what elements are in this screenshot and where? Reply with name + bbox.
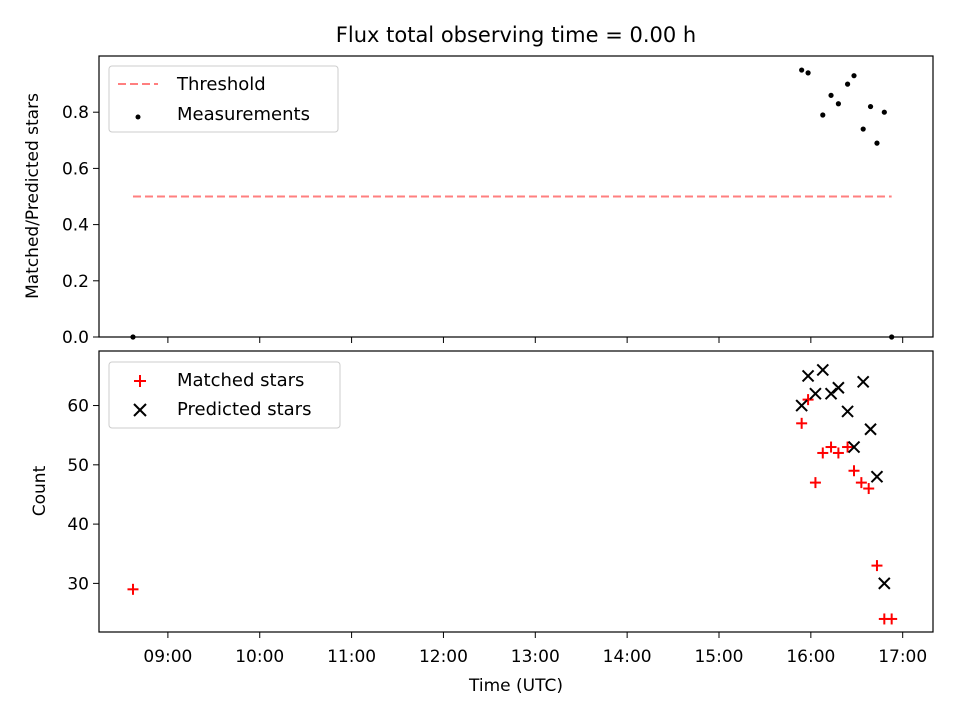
matched-star-point	[825, 441, 837, 453]
matched-star-point	[127, 583, 139, 595]
xtick-label: 12:00	[419, 647, 468, 667]
bottom-ytick-label: 50	[67, 456, 89, 476]
predicted-x-b	[795, 399, 808, 412]
predicted-star-point	[856, 375, 870, 389]
xtick-label: 10:00	[235, 647, 284, 667]
top-axes-frame	[98, 55, 934, 338]
measurement-point	[820, 112, 826, 118]
predicted-star-point	[864, 423, 877, 436]
predicted-star-point	[809, 387, 822, 400]
top-panel: 0.00.20.40.60.8 Matched/Predicted stars …	[23, 55, 934, 348]
measurement-point	[805, 70, 811, 76]
top-y-axis-label: Matched/Predicted stars	[23, 93, 43, 299]
predicted-star-point	[841, 405, 854, 418]
chart-title: Flux total observing time = 0.00 h	[336, 23, 696, 47]
top-ytick-label: 0.8	[62, 103, 89, 123]
predicted-x-b	[841, 405, 854, 418]
bottom-axes-frame	[98, 350, 934, 633]
matched-star-point	[832, 447, 844, 459]
predicted-star-point	[870, 470, 884, 483]
top-ytick-label: 0.2	[62, 272, 89, 292]
xtick-label: 11:00	[327, 647, 376, 667]
matched-star-point	[809, 477, 821, 489]
bottom-y-axis-label: Count	[30, 465, 50, 516]
bottom-ytick-label: 40	[67, 515, 89, 535]
legend-predicted-swatch	[133, 403, 147, 417]
predicted-x-b	[847, 440, 861, 454]
measurement-point	[881, 109, 887, 115]
predicted-star-point	[824, 387, 838, 400]
legend-measurements-label: Measurements	[177, 104, 310, 125]
legend-measurements-swatch	[135, 114, 141, 120]
predicted-star-point	[847, 440, 861, 454]
predicted-star-point	[878, 577, 891, 590]
matched-star-point	[848, 465, 860, 477]
matched-star-point	[871, 560, 883, 572]
top-legend: Threshold Measurements	[108, 65, 339, 133]
top-y-ticks: 0.0 0.2 0.4 0.6 0.8	[62, 103, 99, 348]
predicted-star-point	[795, 399, 808, 412]
top-ytick-label: 0.4	[62, 216, 89, 236]
predicted-star-point	[816, 363, 829, 377]
bottom-y-ticks: 30 40 50 60	[67, 397, 99, 594]
xtick-label: 14:00	[603, 647, 652, 667]
top-x-ticks	[167, 337, 904, 343]
bottom-legend: Matched stars Predicted stars	[108, 361, 341, 429]
predicted-x-b	[816, 363, 829, 377]
measurement-point	[835, 101, 841, 107]
matched-star-point	[855, 477, 867, 489]
predicted-x-b	[832, 381, 845, 394]
top-ytick-label: 0.0	[62, 328, 89, 348]
predicted-x-b	[870, 470, 884, 483]
xtick-label: 17:00	[878, 647, 927, 667]
predicted-star-point	[801, 369, 815, 383]
matched-star-point	[802, 394, 814, 406]
measurement-point	[828, 92, 834, 98]
legend-matched-label: Matched stars	[177, 370, 304, 391]
xtick-label: 09:00	[143, 647, 192, 667]
measurement-point	[867, 103, 874, 110]
predicted-x-b	[856, 375, 870, 389]
bottom-plot-area	[127, 363, 898, 625]
top-ytick-label: 0.6	[62, 159, 89, 179]
xtick-label: 15:00	[694, 647, 743, 667]
top-legend-box	[108, 65, 339, 133]
predicted-x-b	[824, 387, 838, 400]
measurement-point	[799, 67, 805, 73]
bottom-panel: 30 40 50 60 09:00 10:00 11:00 12:00 13:00 14:00 1…	[30, 350, 934, 696]
predicted-x-b	[878, 577, 891, 590]
predicted-star-point	[832, 381, 845, 394]
bottom-x-ticks: 09:00 10:00 11:00 12:00 13:00 14:00 15:00 16:00…	[143, 632, 927, 667]
measurement-point	[851, 73, 857, 79]
bottom-ytick-label: 60	[67, 397, 89, 417]
xtick-label: 16:00	[786, 647, 835, 667]
matched-star-point	[863, 483, 875, 495]
legend-threshold-label: Threshold	[176, 74, 266, 95]
legend-predicted-label: Predicted stars	[177, 399, 311, 420]
predicted-x-b	[809, 387, 822, 400]
matched-star-point	[796, 417, 808, 429]
bottom-ytick-label: 30	[67, 574, 89, 594]
x-axis-label: Time (UTC)	[468, 676, 563, 696]
legend-matched-swatch	[134, 375, 146, 387]
matched-star-point	[842, 441, 854, 453]
measurement-point	[844, 81, 851, 87]
matched-star-point	[817, 447, 829, 459]
xtick-label: 13:00	[511, 647, 560, 667]
predicted-x-b	[801, 369, 815, 383]
matched-star-point	[886, 613, 898, 625]
bottom-legend-box	[108, 361, 341, 429]
measurement-point	[874, 140, 880, 146]
predicted-x-b	[864, 423, 877, 436]
measurement-point	[860, 126, 866, 132]
top-plot-area	[130, 67, 895, 340]
